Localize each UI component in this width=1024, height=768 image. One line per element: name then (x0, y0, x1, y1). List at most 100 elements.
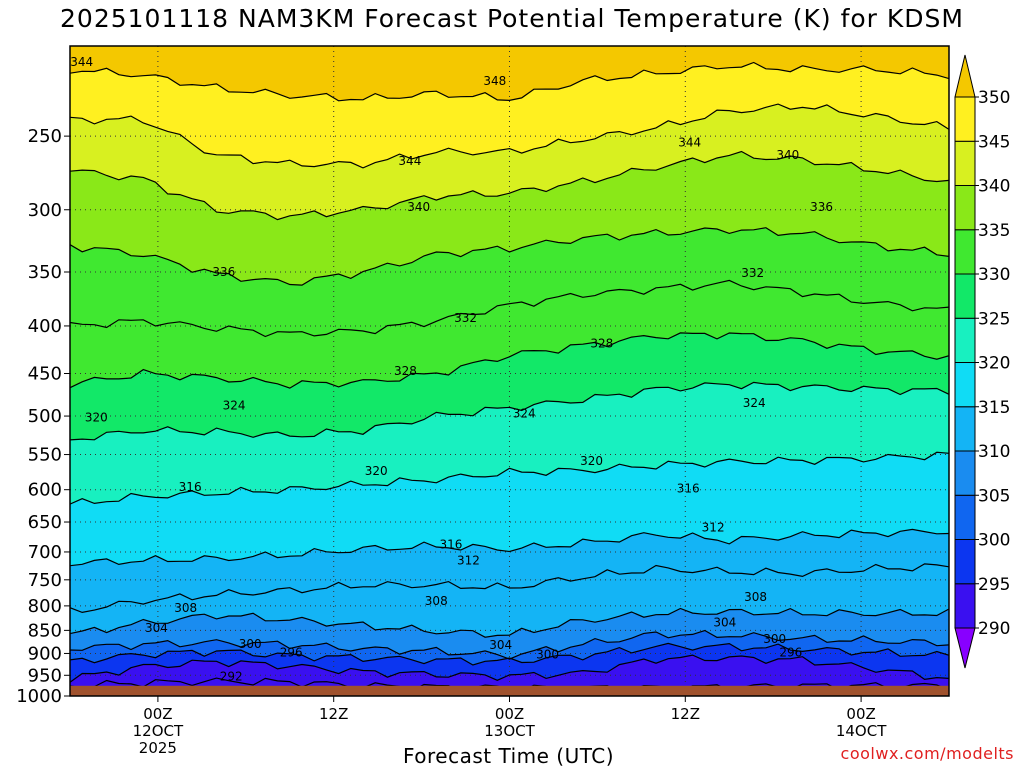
y-tick-label: 550 (28, 445, 62, 466)
contour-label: 344 (70, 55, 93, 69)
colorbar-tick-label: 335 (978, 221, 1010, 241)
contour-label: 328 (590, 337, 613, 351)
contour-340 (70, 150, 949, 221)
contour-label: 316 (439, 537, 462, 551)
ground-layer (70, 685, 949, 696)
y-tick-label: 900 (28, 643, 62, 664)
x-tick-label: 14OCT (836, 722, 887, 740)
y-tick-label: 950 (28, 665, 62, 686)
x-tick-label: 00Z (143, 705, 172, 723)
y-tick-label: 300 (28, 200, 62, 221)
contour-label: 300 (536, 647, 559, 661)
x-tick-label: 2025 (139, 739, 177, 757)
contour-label: 316 (677, 481, 700, 495)
contour-308 (70, 607, 949, 638)
contour-336 (70, 227, 949, 286)
contour-label: 348 (483, 74, 506, 88)
colorbar-tick-label: 305 (978, 486, 1010, 506)
contour-label: 308 (425, 594, 448, 608)
credit-text: coolwx.com/modelts (840, 744, 1014, 763)
colorbar-segment (954, 539, 976, 585)
contour-label: 344 (398, 154, 421, 168)
x-tick-label: 13OCT (484, 722, 535, 740)
x-tick-label: 12Z (671, 705, 700, 723)
y-tick-label: 1000 (16, 686, 62, 707)
colorbar-tick-label: 345 (978, 132, 1010, 152)
contour-328 (70, 332, 949, 389)
y-tick-label: 450 (28, 364, 62, 385)
y-tick-label: 650 (28, 512, 62, 533)
contour-label: 300 (239, 637, 262, 651)
colorbar-tick-label: 295 (978, 575, 1010, 595)
x-tick-label: 12OCT (133, 722, 184, 740)
y-tick-label: 250 (28, 126, 62, 147)
contour-316 (70, 528, 949, 567)
contour-label: 320 (85, 411, 108, 425)
contour-label: 332 (454, 311, 477, 325)
colorbar-tick-label: 290 (978, 619, 1010, 639)
contour-label: 324 (223, 398, 246, 412)
colorbar-segment (954, 273, 976, 319)
contour-label: 320 (365, 464, 388, 478)
y-axis: 2503003504004505005506006507007508008509… (16, 126, 70, 707)
y-tick-label: 700 (28, 542, 62, 563)
contour-label: 292 (220, 670, 243, 684)
contour-label: 344 (678, 136, 701, 150)
contour-label: 304 (713, 616, 736, 630)
contour-label: 316 (179, 480, 202, 494)
y-tick-label: 800 (28, 596, 62, 617)
contour-label: 340 (407, 200, 430, 214)
colorbar-segment (954, 450, 976, 496)
x-tick-label: 12Z (319, 705, 348, 723)
contour-label: 336 (810, 200, 833, 214)
contour-labels: 344 348 344 340 344 340 336 336 332 332 328 328 324 3… (70, 55, 833, 684)
contour-label: 308 (744, 590, 767, 604)
contour-label: 328 (394, 364, 417, 378)
colorbar-segment (954, 583, 976, 629)
colorbar-high-arrow (954, 54, 976, 98)
colorbar-segment (954, 362, 976, 408)
contour-304 (70, 629, 949, 660)
colorbar-segment (954, 96, 976, 142)
contour-label: 296 (779, 646, 802, 660)
contour-300 (70, 642, 949, 666)
contour-312 (70, 563, 949, 614)
contour-296 (70, 654, 949, 683)
x-axis-label: Forecast Time (UTC) (403, 744, 615, 768)
colorbar-segment (954, 229, 976, 275)
contour-label: 296 (280, 646, 303, 660)
colorbar-segment (954, 406, 976, 452)
contour-label: 324 (743, 396, 766, 410)
contour-320 (70, 451, 949, 505)
colorbar-tick-label: 325 (978, 309, 1010, 329)
colorbar-segment (954, 494, 976, 540)
contour-label: 340 (776, 148, 799, 162)
colorbar-tick-label: 315 (978, 398, 1010, 418)
contour-324 (70, 381, 949, 441)
colorbar-tick-label: 320 (978, 354, 1010, 374)
y-tick-label: 400 (28, 316, 62, 337)
y-tick-label: 350 (28, 262, 62, 283)
ground-fill (70, 685, 949, 696)
grid-lines (70, 46, 949, 696)
contour-label: 300 (763, 632, 786, 646)
colorbar-tick-label: 310 (978, 442, 1010, 462)
colorbar-tick-label: 330 (978, 265, 1010, 285)
y-tick-label: 850 (28, 620, 62, 641)
contour-332 (70, 279, 949, 338)
contour-label: 312 (702, 521, 725, 535)
colorbar-tick-label: 300 (978, 531, 1010, 551)
y-tick-label: 750 (28, 570, 62, 591)
colorbar: 290 295 300 305 310 315 320 325 330 335 340 345 350 (954, 54, 1010, 669)
contour-344 (70, 103, 949, 169)
contour-label: 324 (513, 407, 536, 421)
colorbar-segment (954, 317, 976, 363)
colorbar-segment (954, 185, 976, 231)
colorbar-tick-label: 340 (978, 177, 1010, 197)
contour-label: 312 (457, 554, 480, 568)
colorbar-low-arrow (954, 627, 976, 669)
contour-label: 304 (145, 621, 168, 635)
contour-label: 332 (741, 266, 764, 280)
